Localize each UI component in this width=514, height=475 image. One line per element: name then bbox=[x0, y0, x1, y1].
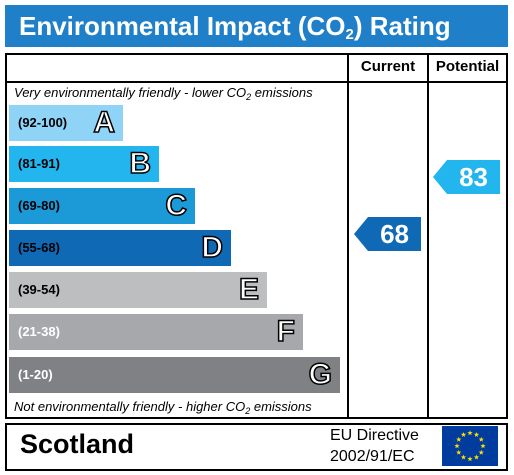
band-c-letter: C bbox=[165, 188, 188, 223]
title-text: Environmental Impact (CO bbox=[19, 11, 346, 41]
eu-star-icon bbox=[478, 449, 484, 455]
band-d: (55-68) D bbox=[9, 230, 231, 266]
chart-title: Environmental Impact (CO2) Rating bbox=[5, 5, 508, 47]
top-note: Very environmentally friendly - lower CO… bbox=[14, 85, 313, 102]
eu-directive: EU Directive 2002/91/EC bbox=[330, 425, 419, 467]
band-b: (81-91) B bbox=[9, 146, 159, 182]
potential-column-divider bbox=[427, 53, 429, 419]
potential-rating-arrow: 83 bbox=[433, 160, 500, 194]
bottom-note: Not environmentally friendly - higher CO… bbox=[14, 399, 312, 416]
current-column-divider bbox=[347, 53, 349, 419]
eu-star-icon bbox=[473, 431, 480, 438]
band-b-letter: B bbox=[129, 146, 152, 181]
band-f: (21-38) F bbox=[9, 314, 303, 350]
eu-stars-icon bbox=[454, 430, 486, 462]
band-b-range: (81-91) bbox=[18, 156, 60, 171]
eu-star-icon bbox=[456, 449, 462, 455]
top-note-tail: emissions bbox=[251, 85, 313, 100]
eu-star-icon bbox=[467, 456, 473, 462]
bottom-note-tail: emissions bbox=[250, 399, 312, 414]
band-d-range: (55-68) bbox=[18, 240, 60, 255]
band-e: (39-54) E bbox=[9, 272, 267, 308]
band-f-range: (21-38) bbox=[18, 324, 60, 339]
bottom-note-text: Not environmentally friendly - higher CO bbox=[14, 399, 246, 414]
potential-rating-value: 83 bbox=[459, 162, 488, 192]
current-rating-arrow: 68 bbox=[354, 217, 421, 251]
current-rating-value: 68 bbox=[380, 219, 409, 249]
top-note-subscript: 2 bbox=[246, 92, 252, 102]
eu-star-icon bbox=[478, 436, 484, 442]
bottom-note-subscript: 2 bbox=[245, 406, 251, 416]
current-column-header: Current bbox=[360, 58, 416, 75]
band-e-range: (39-54) bbox=[18, 282, 60, 297]
eu-star-icon bbox=[473, 454, 480, 460]
band-g-range: (1-20) bbox=[18, 367, 53, 382]
band-g-letter: G bbox=[308, 357, 333, 392]
potential-arrow-shape bbox=[433, 160, 500, 194]
potential-column-header: Potential bbox=[435, 58, 500, 75]
country-label: Scotland bbox=[20, 429, 135, 459]
top-note-text: Very environmentally friendly - lower CO bbox=[14, 85, 247, 100]
eu-star-icon bbox=[460, 431, 467, 438]
eu-directive-line1: EU Directive bbox=[330, 427, 419, 444]
band-c: (69-80) C bbox=[9, 188, 195, 224]
header-divider bbox=[5, 81, 508, 83]
eu-flag-icon bbox=[442, 426, 498, 466]
band-e-letter: E bbox=[238, 272, 260, 307]
rating-frame bbox=[5, 53, 508, 419]
band-d-letter: D bbox=[201, 230, 224, 265]
title-tail: ) Rating bbox=[353, 11, 451, 41]
title-subscript: 2 bbox=[345, 26, 354, 43]
eu-directive-line2: 2002/91/EC bbox=[330, 448, 415, 465]
band-a: (92-100) A bbox=[9, 105, 123, 141]
eu-star-icon bbox=[480, 443, 486, 449]
band-f-letter: F bbox=[276, 314, 296, 349]
band-a-range: (92-100) bbox=[18, 115, 68, 130]
band-g: (1-20) G bbox=[9, 357, 340, 393]
band-a-letter: A bbox=[93, 105, 116, 140]
eu-star-icon bbox=[460, 454, 467, 460]
current-arrow-shape bbox=[354, 217, 421, 251]
eu-star-icon bbox=[456, 436, 462, 442]
footer-box bbox=[5, 423, 508, 471]
band-c-range: (69-80) bbox=[18, 198, 60, 213]
eu-star-icon bbox=[467, 430, 473, 436]
eu-star-icon bbox=[454, 443, 460, 449]
